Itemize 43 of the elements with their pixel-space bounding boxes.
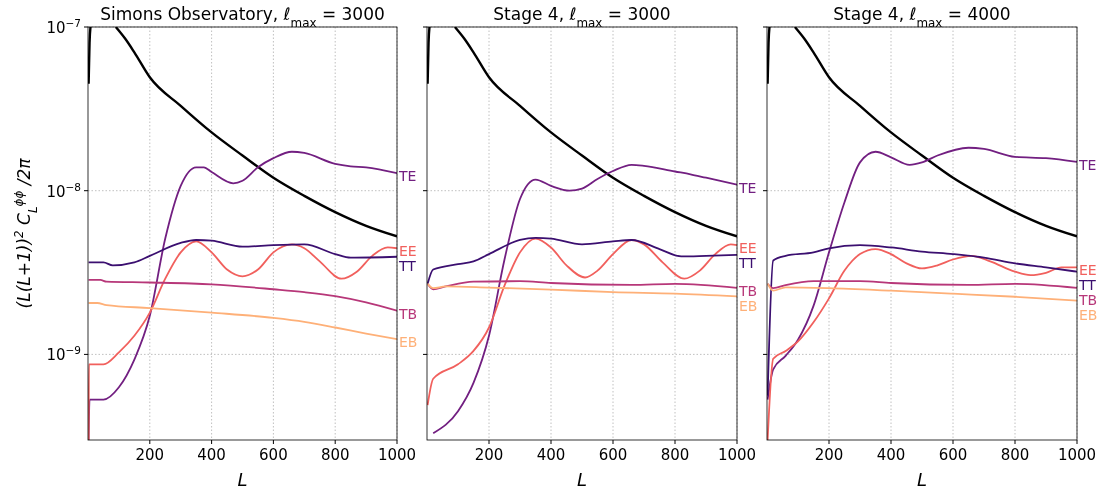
x-tick-label: 200 bbox=[474, 446, 504, 464]
series-label: TB bbox=[398, 305, 418, 322]
x-tick-label: 400 bbox=[876, 446, 906, 464]
x-axis-title: L bbox=[916, 469, 928, 490]
x-tick-label: 400 bbox=[197, 446, 226, 464]
series-label: TT bbox=[738, 255, 757, 272]
series-label: TT bbox=[398, 258, 417, 275]
x-tick-label: 1000 bbox=[717, 446, 757, 464]
chart-title: Stage 4, ℓ$_{max}$ = 3000 bbox=[493, 4, 671, 30]
x-tick-label: 1000 bbox=[1057, 446, 1097, 464]
x-tick-label: 200 bbox=[135, 446, 165, 464]
series-label: EB bbox=[1079, 307, 1098, 324]
series-label: EB bbox=[399, 334, 418, 351]
line-series bbox=[88, 240, 397, 440]
series-label: EE bbox=[399, 243, 417, 260]
x-tick-label: 800 bbox=[320, 446, 350, 464]
series-label: EB bbox=[739, 297, 758, 314]
y-tick-label: 10$^{−7}$ bbox=[46, 17, 81, 37]
x-tick-label: 1000 bbox=[377, 446, 417, 464]
series-label: TT bbox=[1078, 277, 1097, 294]
series-label: TE bbox=[398, 168, 417, 185]
series-label: EE bbox=[1079, 262, 1097, 279]
line-series bbox=[88, 239, 397, 267]
x-axis-title: L bbox=[237, 469, 248, 490]
x-tick-label: 600 bbox=[598, 446, 628, 464]
series-label: TB bbox=[1078, 292, 1098, 309]
x-tick-label: 600 bbox=[938, 446, 968, 464]
chart-title: Stage 4, ℓ$_{max}$ = 4000 bbox=[833, 4, 1011, 30]
series-label: EE bbox=[739, 240, 757, 257]
x-tick-label: 800 bbox=[1000, 446, 1030, 464]
series-label: TE bbox=[738, 179, 757, 196]
x-axis-title: L bbox=[576, 469, 588, 490]
x-tick-label: 400 bbox=[536, 446, 566, 464]
series-label: TB bbox=[738, 282, 758, 299]
y-tick-label: 10$^{−9}$ bbox=[46, 344, 81, 365]
x-tick-label: 800 bbox=[660, 446, 690, 464]
series-label: TE bbox=[1078, 156, 1097, 173]
line-series bbox=[88, 279, 397, 312]
chart-title: Simons Observatory, ℓ$_{max}$ = 3000 bbox=[100, 4, 385, 30]
line-series bbox=[88, 302, 397, 341]
x-tick-label: 200 bbox=[814, 446, 844, 464]
y-tick-label: 10$^{−8}$ bbox=[46, 180, 81, 201]
x-tick-label: 600 bbox=[259, 446, 288, 464]
